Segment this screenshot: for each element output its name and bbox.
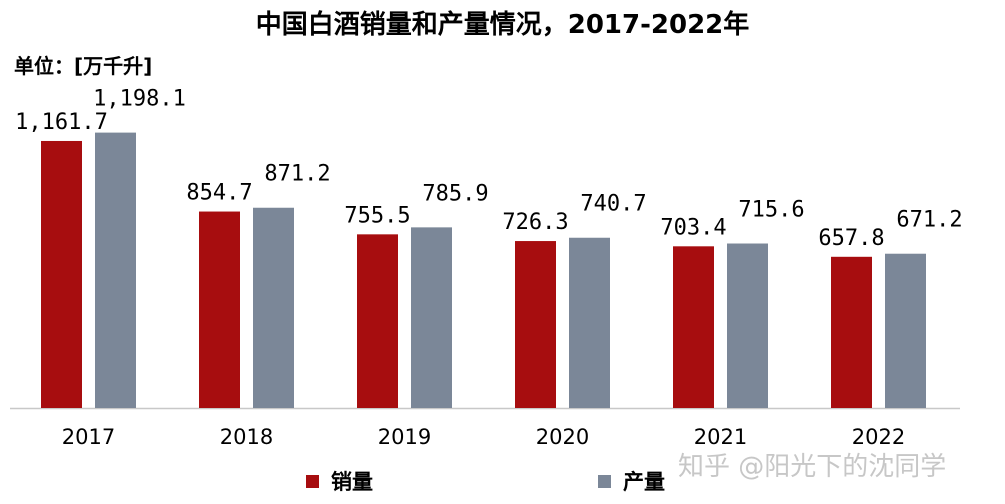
x-tick-label-2019: 2019: [378, 425, 431, 449]
data-label-production-2019: 785.9: [422, 181, 488, 206]
data-label-sales-2021: 703.4: [660, 215, 726, 240]
watermark-text: 知乎 @阳光下的沈同学: [678, 452, 947, 482]
data-label-production-2020: 740.7: [580, 192, 646, 217]
chart-title: 中国白酒销量和产量情况，2017-2022年: [255, 10, 750, 40]
bar-sales-2018: [199, 211, 240, 408]
bar-sales-2020: [515, 241, 556, 408]
legend-swatch-sales: [306, 474, 319, 488]
bar-sales-2022: [831, 256, 872, 408]
unit-label: 单位：[万千升]: [14, 54, 153, 78]
bar-production-2022: [885, 253, 926, 408]
legend-label-sales: 销量: [331, 470, 373, 494]
bar-production-2020: [569, 237, 610, 408]
data-label-sales-2019: 755.5: [344, 203, 410, 228]
bar-sales-2021: [673, 246, 714, 408]
data-label-sales-2022: 657.8: [818, 226, 884, 251]
data-label-production-2022: 671.2: [896, 208, 962, 233]
bar-sales-2017: [41, 140, 82, 408]
bar-production-2021: [727, 243, 768, 408]
x-tick-label-2017: 2017: [62, 425, 115, 449]
bar-sales-2019: [357, 234, 398, 408]
bar-production-2019: [411, 227, 452, 408]
legend-swatch-production: [598, 474, 611, 488]
data-label-sales-2020: 726.3: [502, 210, 568, 235]
bar-production-2018: [253, 207, 294, 408]
data-label-sales-2018: 854.7: [186, 181, 252, 206]
data-label-production-2021: 715.6: [738, 198, 804, 223]
bar-production-2017: [95, 132, 136, 408]
legend-item-sales: 销量: [306, 466, 373, 496]
x-tick-label-2020: 2020: [536, 425, 589, 449]
x-tick-label-2022: 2022: [852, 425, 905, 449]
data-label-production-2017: 1,198.1: [93, 87, 186, 112]
legend-item-production: 产量: [598, 466, 665, 496]
data-label-production-2018: 871.2: [264, 162, 330, 187]
x-tick-label-2018: 2018: [220, 425, 273, 449]
legend-label-production: 产量: [623, 470, 665, 494]
data-label-sales-2017: 1,161.7: [15, 110, 108, 135]
x-tick-label-2021: 2021: [694, 425, 747, 449]
